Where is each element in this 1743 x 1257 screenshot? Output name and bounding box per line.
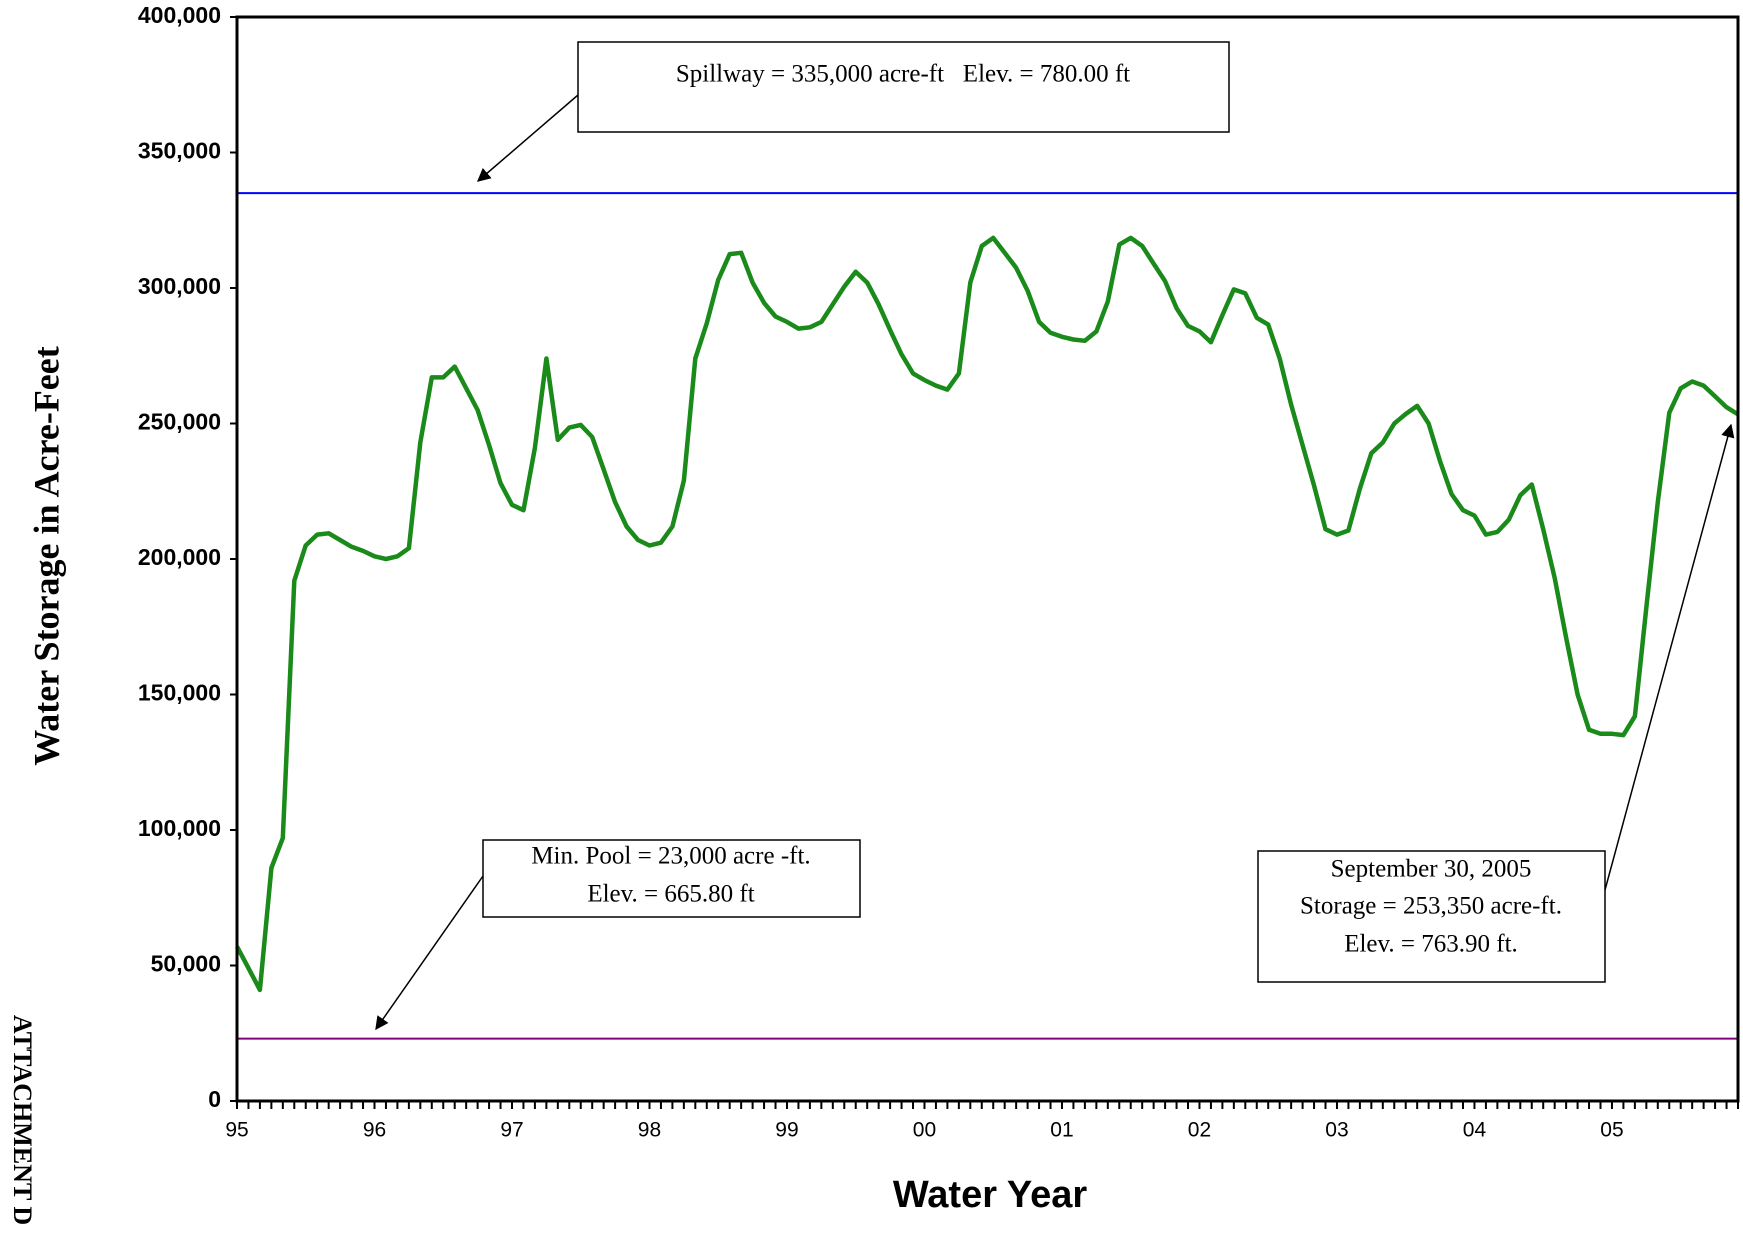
x-tick-label: 02 xyxy=(1188,1119,1211,1142)
x-tick-label: 01 xyxy=(1050,1119,1073,1142)
y-tick-label: 50,000 xyxy=(151,951,221,977)
x-tick-label: 99 xyxy=(775,1119,798,1142)
annotation-text: Min. Pool = 23,000 acre -ft. xyxy=(531,843,810,870)
x-tick-label: 95 xyxy=(225,1119,248,1142)
y-tick-label: 400,000 xyxy=(138,2,221,28)
annotation-arrow xyxy=(375,875,484,1031)
y-tick-label: 0 xyxy=(208,1086,221,1112)
annotation-text: Elev. = 665.80 ft xyxy=(587,881,754,908)
annotation-box xyxy=(1257,850,1606,983)
annotation-arrow xyxy=(1604,423,1735,891)
plot-border xyxy=(235,15,1740,1103)
y-tick-label: 350,000 xyxy=(138,138,221,164)
annotation-box xyxy=(482,839,861,918)
y-axis-title: Water Storage in Acre-Feet xyxy=(26,346,66,766)
annotation-text: September 30, 2005 xyxy=(1331,856,1532,883)
y-tick-label: 150,000 xyxy=(138,680,221,706)
plot-area: 0 50,000 100,000 150,000 200,000 250,000 300,0… xyxy=(138,2,1740,1142)
annotation-text: Spillway = 335,000 acre-ft Elev. = 780.0… xyxy=(676,61,1130,88)
annotation-text: Storage = 253,350 acre-ft. xyxy=(1300,893,1562,920)
x-tick-label: 03 xyxy=(1325,1119,1348,1142)
side-label: ATTACHMENT D xyxy=(8,1015,37,1225)
x-tick-label: 00 xyxy=(913,1119,936,1142)
x-tick-label: 96 xyxy=(363,1119,386,1142)
x-tick-label: 05 xyxy=(1600,1119,1623,1142)
x-tick-label: 98 xyxy=(638,1119,661,1142)
y-tick-label: 250,000 xyxy=(138,409,221,435)
y-tick-label: 100,000 xyxy=(138,815,221,841)
y-tick-label: 200,000 xyxy=(138,544,221,570)
annotation-box xyxy=(577,41,1230,133)
data-line xyxy=(235,235,1740,993)
annotation-arrow xyxy=(476,94,579,182)
x-tick-label: 97 xyxy=(500,1119,523,1142)
x-tick-label: 04 xyxy=(1463,1119,1487,1142)
x-axis-title: Water Year xyxy=(893,1174,1088,1216)
annotation-text: Elev. = 763.90 ft. xyxy=(1344,931,1518,958)
y-tick-label: 300,000 xyxy=(138,273,221,299)
